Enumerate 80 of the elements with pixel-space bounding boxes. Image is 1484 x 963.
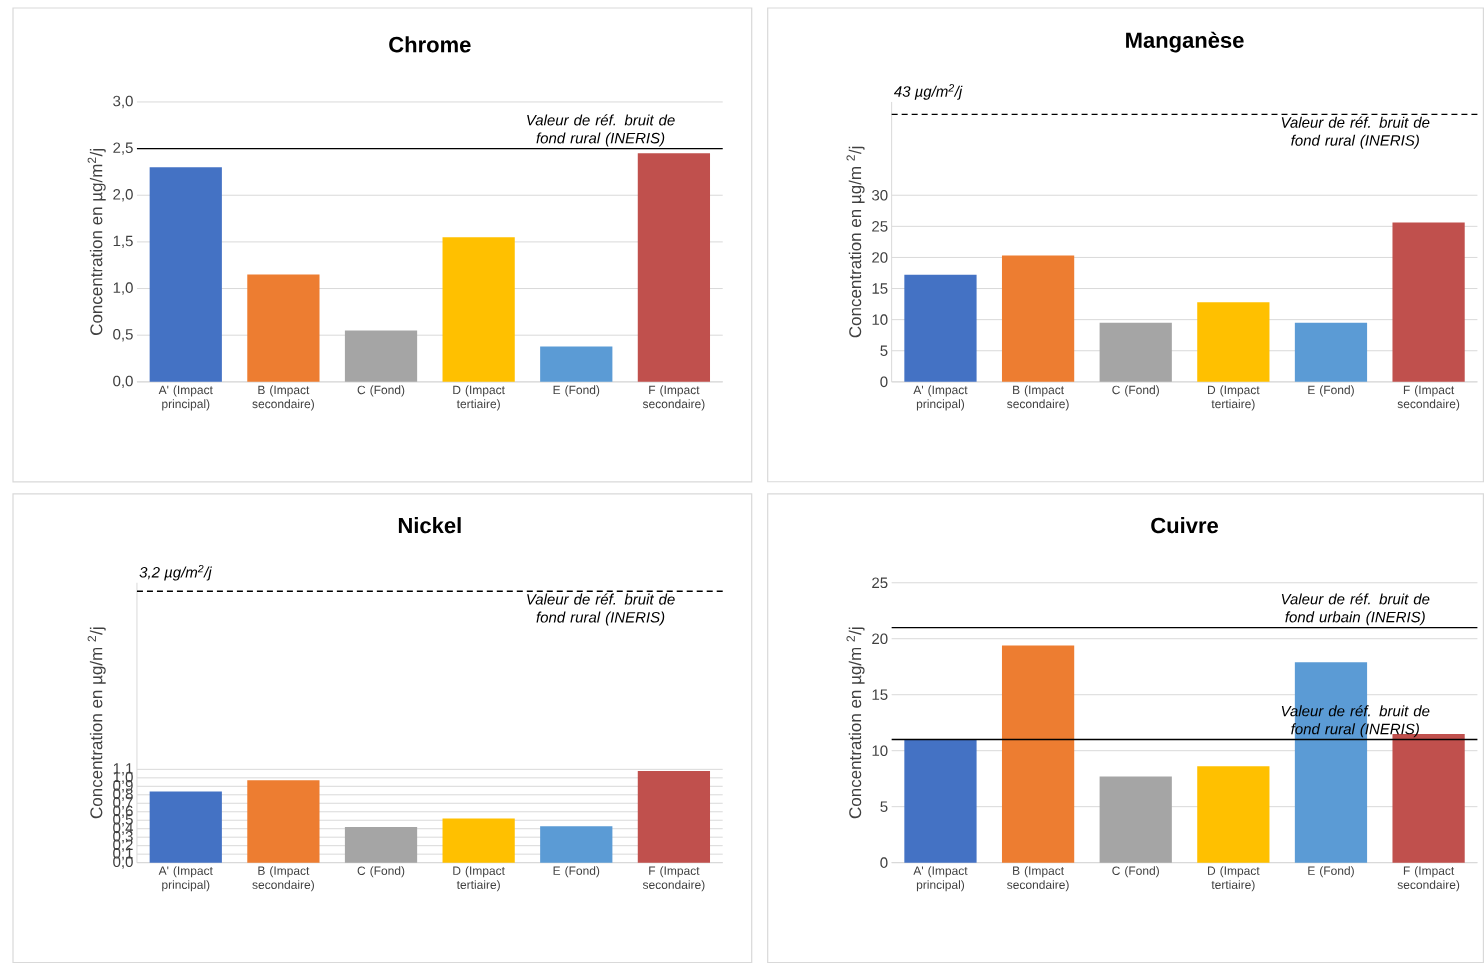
y-tick-label: 15 [872,283,888,294]
bar [442,818,515,863]
y-tick-label: 1,5 [113,235,133,248]
bar [904,274,977,382]
ref-line-label: Valeur de réf. bruit de fond urbain (INERIS) [1281,593,1430,626]
ref-line-label: Valeur de réf. bruit de fond rural (INERIS) [1281,116,1430,149]
y-tick-label: 10 [872,745,888,756]
x-tick-label: F (Impact secondaire) [642,866,705,892]
x-tick-label: B (Impact secondaire) [1007,866,1069,892]
x-tick-label: E (Fond) [1308,385,1354,397]
x-tick-label: B (Impact secondaire) [252,385,314,411]
bar [540,346,613,382]
x-tick-label: A' (Impact principal) [913,866,968,892]
chart-title: Manganèse [1126,31,1244,53]
bar [1099,776,1172,863]
chart-title: Cuivre [1151,516,1218,534]
bar [344,330,418,382]
bar [1197,302,1270,382]
bar [1392,222,1465,382]
bar [149,167,222,382]
y-tick-label: 1,0 [113,282,133,295]
x-tick-label: D (Impact tertiaire) [453,866,505,892]
x-tick-label: B (Impact secondaire) [252,866,314,892]
y-tick-label: 2,0 [113,188,133,202]
text: 43 µg/m$^{2}$/j [893,84,963,100]
bar [1294,322,1368,382]
bar [247,780,320,863]
y-tick-label: 0 [880,376,888,388]
bar [247,274,320,382]
bar [1001,645,1075,863]
x-tick-label: A' (Impact principal) [158,385,213,411]
x-tick-label: C (Fond) [1112,866,1159,878]
x-tick-label: B (Impact secondaire) [1007,385,1069,411]
x-tick-label: C (Fond) [357,385,405,397]
bar [1099,322,1172,382]
y-tick-label: 25 [872,220,888,232]
x-tick-label: D (Impact tertiaire) [1208,866,1260,892]
y-tick-label: 20 [872,633,888,644]
y-tick-label: 2,5 [113,142,133,155]
bar [637,153,711,382]
bar [1001,255,1075,382]
y-axis-title: Concentration en µg/m $^{2}$/j [846,627,865,819]
chart-title: Chrome [389,36,471,53]
bar [637,770,711,863]
x-tick-label: D (Impact tertiaire) [1208,385,1260,411]
x-tick-label: C (Fond) [357,866,405,878]
y-tick-label: 5 [880,345,888,356]
bar [344,826,418,863]
chart-title: Nickel [398,516,461,534]
x-tick-label: F (Impact secondaire) [642,385,705,411]
bar [904,739,977,863]
y-tick-label: 0 [880,857,888,868]
y-tick-label: 10 [872,314,888,325]
y-tick-label: 25 [872,577,888,588]
x-tick-label: E (Fond) [553,866,600,878]
y-tick-label: 30 [872,189,888,201]
y-axis-title: Concentration en µg/m $^{2}$/j [87,627,106,819]
x-tick-label: F (Impact secondaire) [1397,385,1460,411]
x-tick-label: F (Impact secondaire) [1397,866,1460,892]
ref-line-label: Valeur de réf. bruit de fond rural (INERIS) [527,114,675,147]
text: 3,2 µg/m$^{2}$/j [139,564,212,581]
x-tick-label: C (Fond) [1112,385,1159,397]
bar [442,237,515,382]
x-tick-label: A' (Impact principal) [158,866,213,892]
x-tick-label: E (Fond) [553,385,600,397]
y-tick-label: 0,0 [113,375,133,388]
y-axis-title: Concentration en µg/m$^{2}$/j [87,149,106,335]
y-axis-title: Concentration en µg/m $^{2}$/j [846,146,865,338]
x-tick-label: E (Fond) [1308,866,1354,878]
y-tick-label: 5 [880,801,888,812]
bar [540,826,613,863]
y-tick-label: 15 [872,689,888,700]
y-tick-label: 0,5 [113,328,133,342]
x-tick-label: D (Impact tertiaire) [453,385,505,411]
y-tick-label: 20 [872,252,888,263]
bar [1197,766,1270,863]
ref-line-label: Valeur de réf. bruit de fond rural (INERIS) [527,593,675,626]
y-tick-label: 3,0 [113,95,133,109]
x-tick-label: A' (Impact principal) [913,385,968,411]
bar [149,791,222,863]
